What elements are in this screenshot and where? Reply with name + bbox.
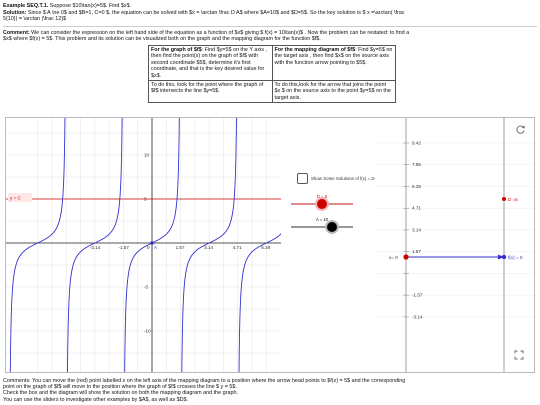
point-a-label: A <box>154 245 158 250</box>
point-fx-label: f(x) = 0 <box>508 255 523 260</box>
point-fx <box>501 254 507 260</box>
comments-line-3: Check the box and the diagram will show … <box>3 390 238 396</box>
divider <box>3 26 537 27</box>
tan-curves <box>9 118 281 372</box>
slider-d-label: D = 5 <box>316 194 328 199</box>
comments-line-2: point on the graph of $f$ will move to t… <box>3 384 237 390</box>
x-tick-label: 1.57 <box>176 245 185 250</box>
solution-line-1: Solution: Since $ A \ne 0$ and $B=1, C=0… <box>3 10 405 17</box>
graph-grid <box>6 118 281 372</box>
show-solutions-label: Show Some Solutions of f(x) = D <box>311 176 375 181</box>
slider-a-label: A = 10 <box>316 217 328 222</box>
show-solutions-row[interactable]: Show Some Solutions of f(x) = D <box>297 173 375 184</box>
comment-text-1: We can consider the expression on the le… <box>31 30 410 36</box>
example-title: Example SEQ.T.1. <box>3 3 49 9</box>
x-tick-label: -3.14 <box>90 245 101 250</box>
point-x[interactable] <box>403 254 409 260</box>
map-tick-label: -1.57 <box>412 293 423 298</box>
map-tick-label: 4.71 <box>412 206 421 211</box>
x-tick-label: 6.28 <box>261 245 270 250</box>
instructions-table: For the graph of $f$: Find $y=5$ on the … <box>148 44 396 104</box>
point-a <box>150 241 154 245</box>
show-solutions-checkbox[interactable] <box>297 173 308 184</box>
y-eq-label: y = C <box>10 196 22 201</box>
example-text: Suppose $10\tan(x)=5$. Find $x$. <box>49 3 132 9</box>
tan-branch <box>67 118 123 372</box>
solution-label: Solution: <box>3 10 27 16</box>
comment-label: Comment: <box>3 30 30 36</box>
graph-axes <box>6 118 281 372</box>
point-x-label: x= 0 <box>389 255 398 260</box>
x-tick-label: 3.14 <box>204 245 213 250</box>
point-d-label: D =5 <box>508 197 518 202</box>
graph-instructions: For the graph of $f$: Find $y=5$ on the … <box>148 44 273 82</box>
slider-a-track[interactable] <box>291 226 353 228</box>
x-tick-label: 0 <box>147 245 150 250</box>
point-d <box>502 197 506 201</box>
map-tick-label: 6.28 <box>412 184 421 189</box>
comment-line-2: $x$ where $f(x) = 5$. This problem and i… <box>3 36 321 42</box>
y-tick-label: 10 <box>144 153 150 158</box>
solution-line-2: 5{10}) = \arctan (\frac 12}$ <box>3 16 67 22</box>
fullscreen-icon[interactable] <box>514 350 524 360</box>
mapping-instructions: For the mapping diagram of $f$: Find $y=… <box>271 44 396 82</box>
refresh-icon[interactable] <box>515 124 526 135</box>
y-tick-label: -5 <box>144 285 149 290</box>
sliders-note: You can use the sliders to investigate o… <box>3 397 188 403</box>
mapping-hint: To do this,look for the arrow that joins… <box>271 80 396 104</box>
tan-branch <box>181 118 237 372</box>
tan-branch <box>9 118 66 372</box>
mapping-grid <box>376 142 534 318</box>
x-tick-label: 4.71 <box>233 245 242 250</box>
y-eq-label-bg <box>8 193 32 202</box>
x-tick-label: -1.57 <box>118 245 129 250</box>
map-tick-label: -3.14 <box>412 314 423 319</box>
map-tick-label: 9.42 <box>412 141 421 146</box>
map-tick-label: 3.14 <box>412 227 421 232</box>
comment-line-1: Comment: We can consider the expression … <box>3 30 409 37</box>
solution-text-1: Since $ A \ne 0$ and $B=1, C=0 $, the eq… <box>27 10 405 16</box>
example-line: Example SEQ.T.1. Suppose $10\tan(x)=5$. … <box>3 3 131 10</box>
graph-hint: To do this, look for the point where the… <box>148 80 273 104</box>
map-tick-label: 1.57 <box>412 249 421 254</box>
map-tick-label: 7.85 <box>412 162 421 167</box>
mapping-diagram[interactable]: 9.427.856.284.713.141.57-1.57-3.14 D =5 … <box>376 118 534 372</box>
comments-line-1: Comments: You can move the (red) point l… <box>3 378 406 384</box>
slider-d-knob[interactable] <box>317 199 327 209</box>
tan-branch <box>238 233 281 372</box>
arrow-head <box>498 254 504 260</box>
y-tick-label: -10 <box>144 329 151 334</box>
control-panel: Show Some Solutions of f(x) = D D = 5 A … <box>281 118 376 372</box>
slider-a-knob[interactable] <box>327 222 337 232</box>
